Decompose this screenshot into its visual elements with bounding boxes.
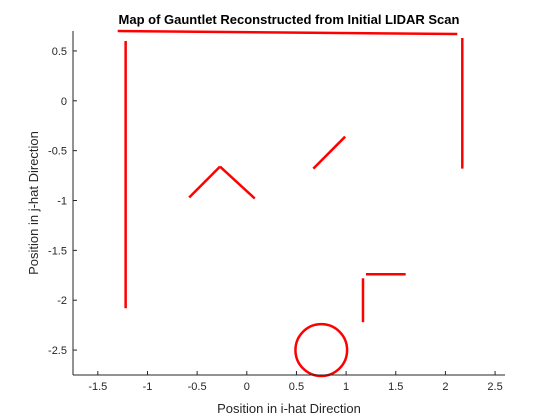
chart-title: Map of Gauntlet Reconstructed from Initi… <box>119 12 460 27</box>
y-tick-label: 0.5 <box>52 46 67 58</box>
x-tick-label: 1.5 <box>388 381 403 393</box>
x-tick-label: -1.5 <box>88 381 107 393</box>
x-tick-label: 2.5 <box>487 381 502 393</box>
x-tick-label: -1 <box>143 381 153 393</box>
y-axis-label: Position in j-hat Direction <box>26 131 41 275</box>
wall-segment-1 <box>117 29 458 36</box>
y-tick-label: -1 <box>57 196 67 208</box>
ticks-layer: -1.5 -1 -0.5 0 0.5 1 1.5 2 2.5 0.5 0 -0.5 -1 -1.5 -2 -2… <box>48 46 503 393</box>
data-layer <box>117 29 464 378</box>
y-tick-label: -2.5 <box>48 345 67 357</box>
axes-layer <box>72 31 505 376</box>
x-tick-label: 2 <box>442 381 448 393</box>
target-circle-1 <box>294 322 349 378</box>
x-tick-label: 1 <box>343 381 349 393</box>
x-tick-label: -0.5 <box>188 381 207 393</box>
wall-segment-4 <box>188 165 221 199</box>
y-tick-label: -0.5 <box>48 146 67 158</box>
y-tick-label: 0 <box>61 96 67 108</box>
x-tick-label: 0 <box>244 381 250 393</box>
wall-segment-5 <box>219 165 256 200</box>
x-axis-label: Position in i-hat Direction <box>217 401 361 416</box>
plot-area <box>73 31 505 375</box>
y-tick-label: -2 <box>57 295 67 307</box>
x-tick-label: 0.5 <box>289 381 304 393</box>
wall-segment-6 <box>312 135 346 170</box>
y-tick-label: -1.5 <box>48 245 67 257</box>
